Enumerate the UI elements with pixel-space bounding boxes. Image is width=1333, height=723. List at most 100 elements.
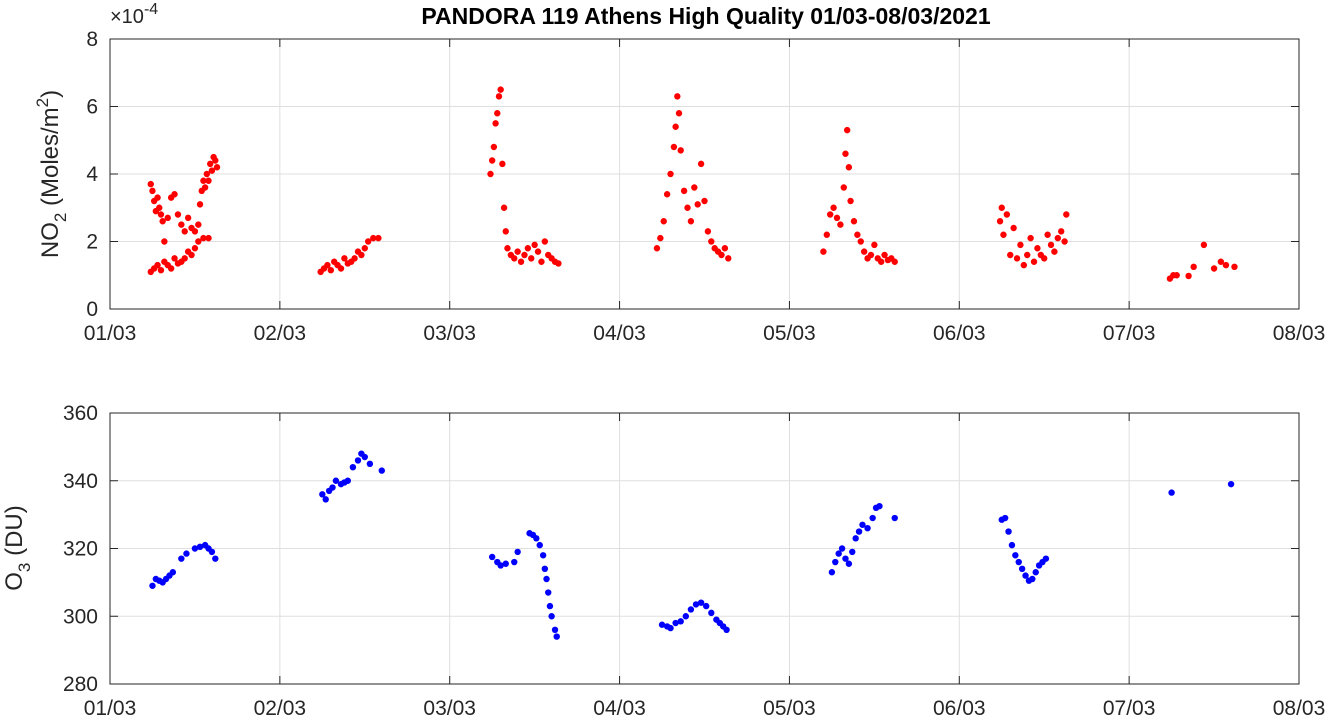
y-tick-label: 300: [63, 605, 98, 628]
data-point: [684, 204, 691, 211]
data-point: [1032, 569, 1039, 576]
x-tick-label: 07/03: [1103, 697, 1156, 720]
data-point: [205, 177, 212, 184]
data-point: [832, 558, 839, 566]
data-point: [1041, 255, 1048, 262]
data-point: [213, 164, 221, 171]
data-point: [495, 93, 503, 100]
data-point: [184, 214, 192, 222]
data-point: [521, 251, 528, 259]
chart-title: PANDORA 119 Athens High Quality 01/03-08…: [421, 3, 990, 29]
o3-y-axis-label: O3 (DU): [1, 505, 34, 590]
data-point: [171, 255, 178, 262]
data-point: [504, 245, 511, 252]
data-point: [378, 467, 385, 474]
data-point: [364, 238, 372, 245]
data-point: [843, 126, 851, 134]
data-point: [1029, 575, 1036, 583]
y-tick-label: 0: [86, 298, 98, 321]
data-point: [881, 251, 888, 259]
data-point: [208, 167, 216, 174]
data-point: [514, 548, 521, 556]
data-point: [196, 543, 204, 551]
data-point: [677, 618, 684, 625]
data-point: [156, 204, 163, 211]
data-point: [847, 197, 854, 205]
data-point: [852, 535, 859, 542]
y-tick-label: 360: [63, 402, 98, 425]
data-point: [174, 211, 182, 218]
data-point: [207, 160, 214, 168]
data-point: [553, 633, 560, 640]
y-tick-label: 2: [86, 231, 98, 254]
data-point: [1024, 251, 1031, 259]
x-tick-label: 04/03: [593, 697, 646, 720]
data-point: [680, 187, 688, 195]
no2-grid: [109, 38, 1300, 310]
data-point: [149, 582, 156, 589]
data-point: [663, 191, 671, 198]
data-point: [667, 624, 674, 632]
data-point: [538, 258, 545, 265]
data-point: [322, 496, 329, 503]
y-tick-label: 320: [63, 538, 98, 561]
data-point: [511, 558, 518, 566]
data-point: [996, 218, 1004, 225]
data-point: [1027, 234, 1034, 242]
data-point: [826, 211, 834, 218]
data-point: [1003, 211, 1011, 218]
o3-ticks: 01/03 02/03 03/03 04/03 05/03 06/03 07/03 08/03…: [63, 402, 1325, 720]
data-point: [497, 562, 504, 569]
data-point: [149, 187, 156, 195]
data-point: [658, 621, 666, 628]
data-point: [840, 184, 847, 191]
x-tick-label: 05/03: [763, 697, 816, 720]
data-point: [551, 626, 559, 633]
data-point: [667, 170, 674, 178]
data-point: [837, 221, 844, 228]
data-point: [1010, 224, 1017, 232]
data-point: [524, 245, 532, 252]
data-point: [833, 214, 841, 222]
data-point: [871, 241, 878, 249]
data-point: [1173, 272, 1180, 279]
data-point: [1190, 263, 1197, 271]
data-point: [499, 160, 506, 168]
data-point: [1007, 251, 1014, 259]
data-point: [157, 266, 165, 274]
y-tick-label: 280: [63, 673, 98, 696]
data-point: [708, 609, 715, 617]
data-point: [492, 120, 499, 127]
x-tick-label: 01/03: [84, 322, 137, 345]
data-point: [541, 238, 549, 245]
data-point: [687, 218, 695, 225]
data-point: [555, 260, 562, 267]
o3-grid: [109, 412, 1300, 685]
data-point: [161, 238, 168, 245]
data-point: [1001, 514, 1009, 522]
data-point: [497, 86, 504, 93]
data-point: [1210, 265, 1218, 272]
data-point: [201, 184, 209, 191]
data-point: [718, 251, 725, 259]
data-point: [842, 150, 849, 157]
data-point: [876, 502, 883, 510]
data-point: [212, 555, 219, 562]
data-point: [191, 228, 199, 235]
data-point: [708, 238, 715, 245]
data-point: [539, 552, 547, 559]
data-point: [854, 231, 861, 238]
data-point: [691, 184, 698, 191]
data-point: [332, 477, 340, 484]
data-point: [327, 266, 335, 274]
data-point: [351, 255, 358, 262]
data-point: [171, 191, 178, 198]
data-point: [533, 535, 540, 542]
data-point: [1222, 261, 1230, 269]
data-point: [548, 613, 555, 620]
data-point: [147, 180, 154, 188]
data-point: [358, 251, 365, 259]
data-point: [660, 218, 667, 225]
data-point: [694, 201, 701, 208]
